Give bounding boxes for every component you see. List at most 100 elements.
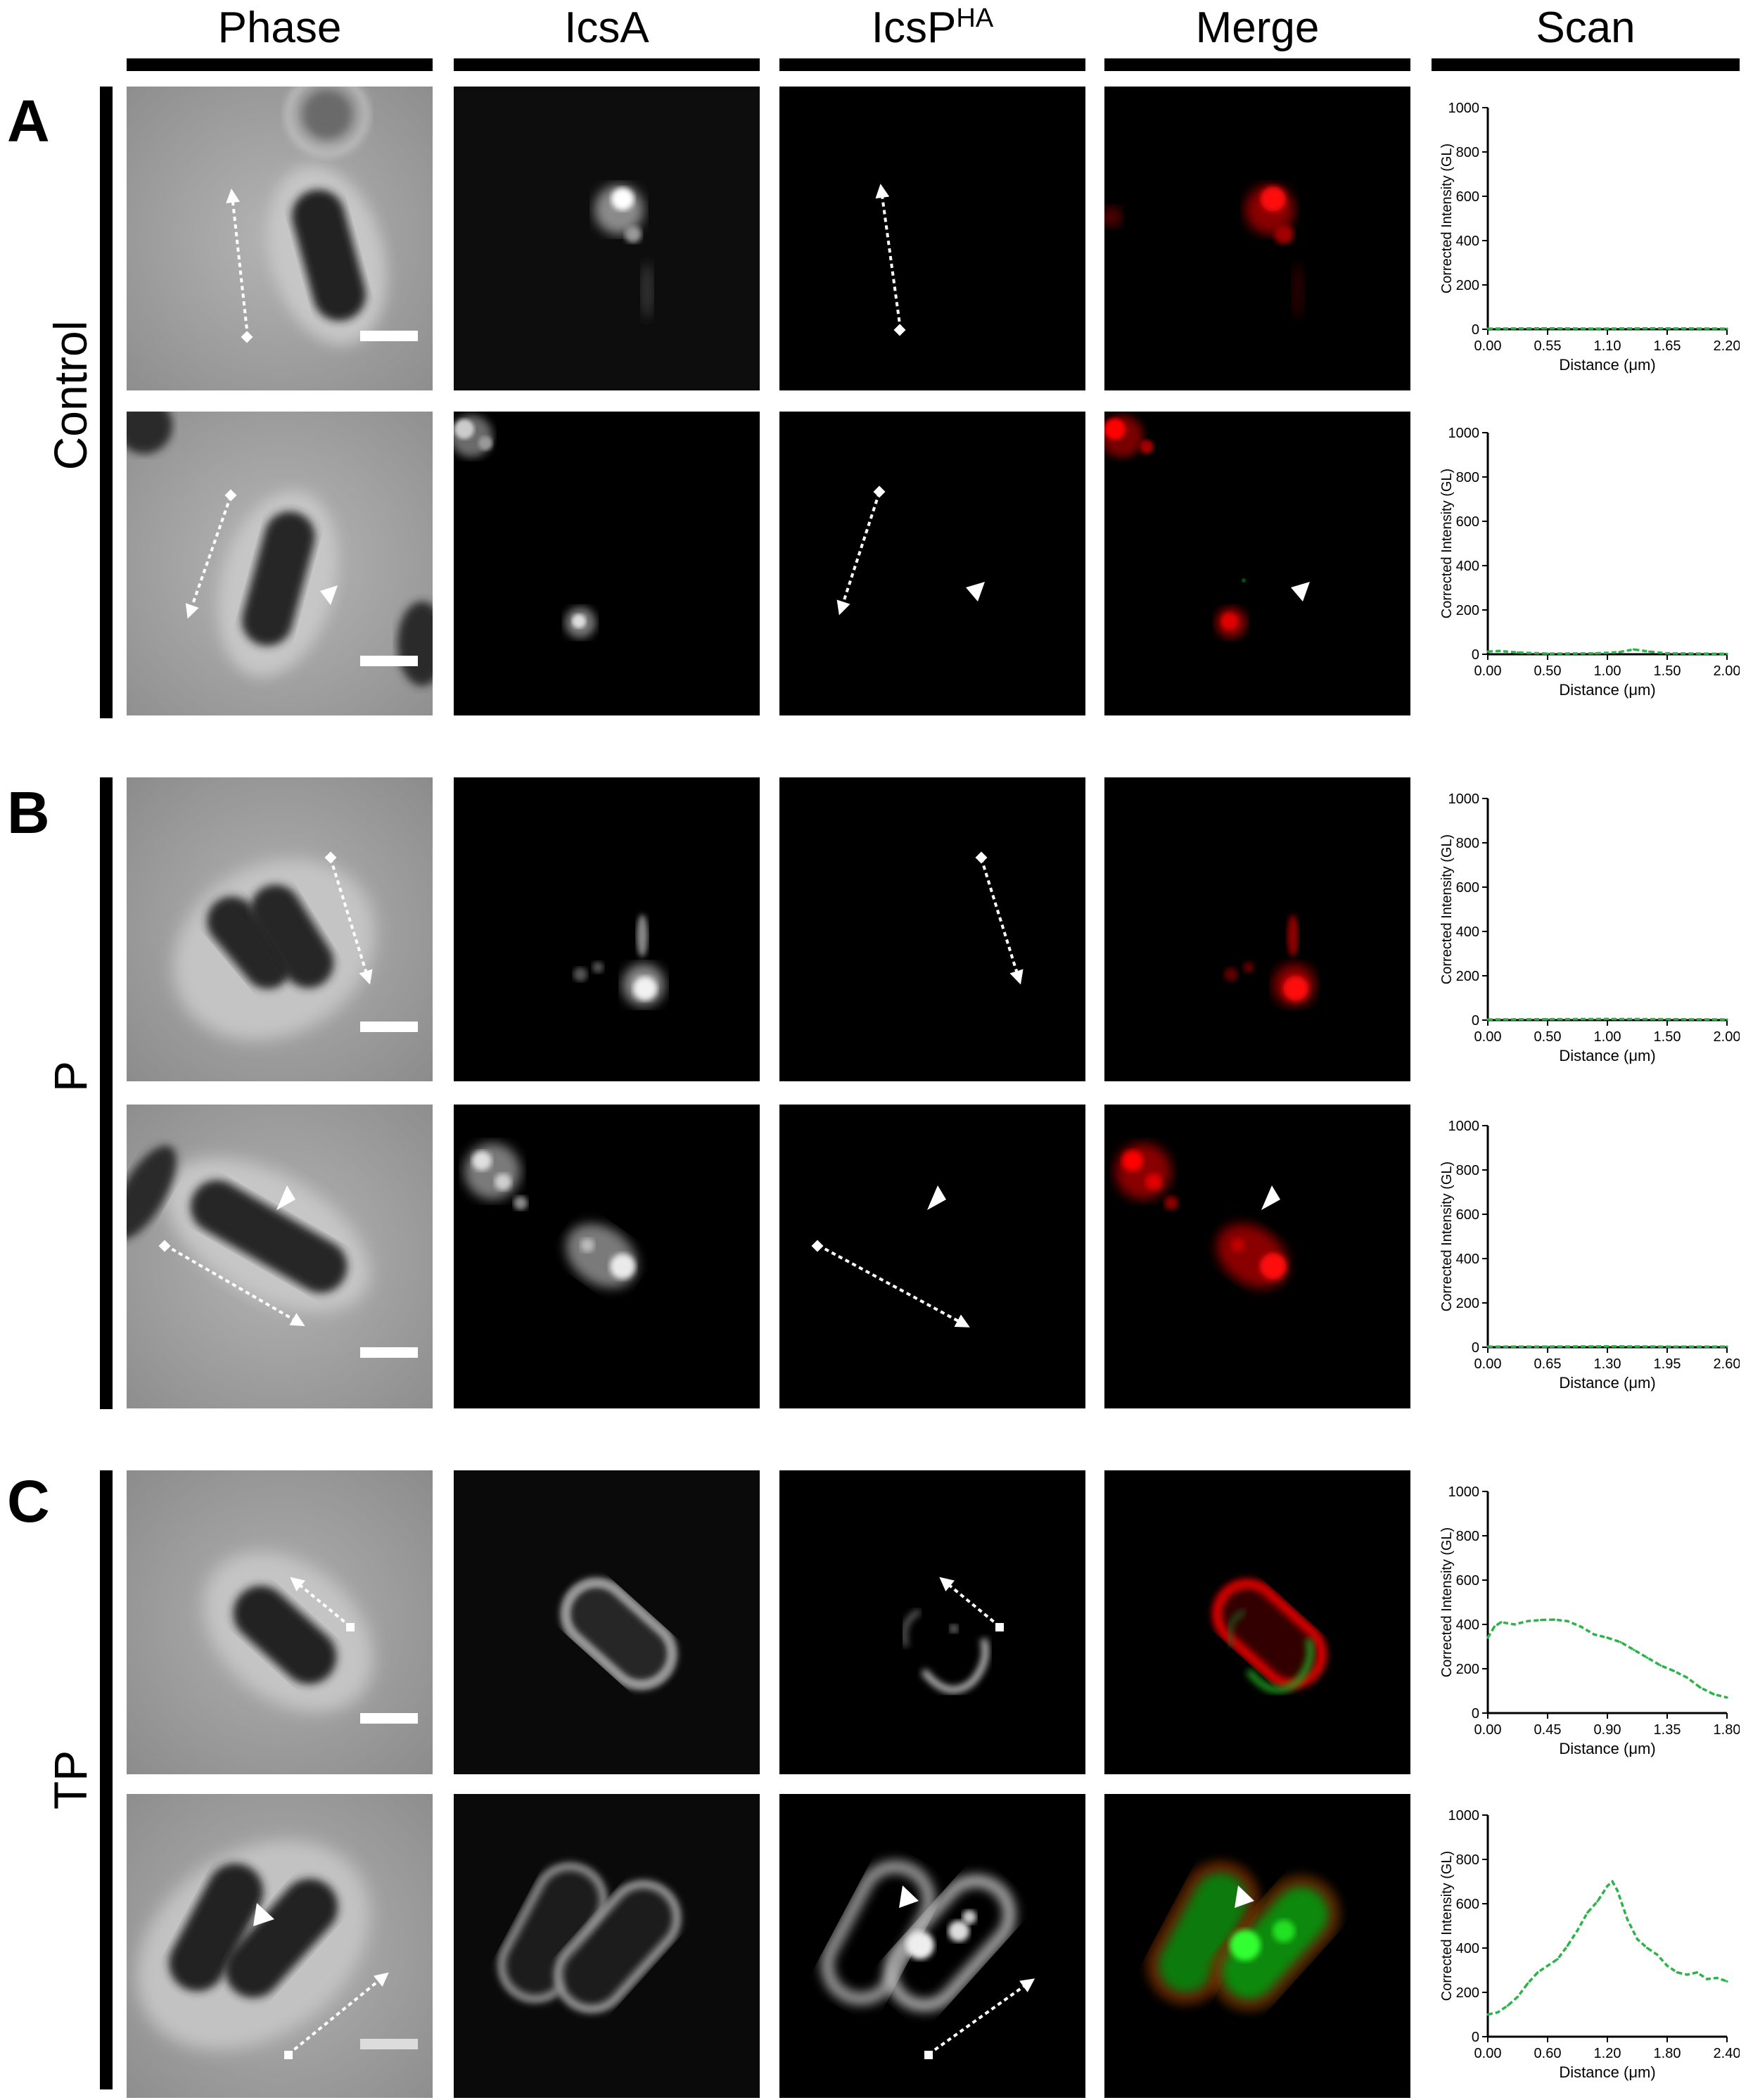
x-tick-label: 0.00 (1474, 338, 1502, 354)
column-header-scan: Scan (1536, 4, 1636, 52)
scan-chart-a2: 0 200 400 600 800 1000 0.00 0.50 1.00 1.50 2.00 Dis… (1432, 412, 1740, 715)
scan-data-point (1606, 1636, 1609, 1639)
y-tick-label: 1000 (1448, 1484, 1480, 1500)
scan-data-point (1541, 327, 1543, 330)
scan-data-point (1500, 1621, 1503, 1624)
scan-data-point (1712, 1693, 1715, 1695)
y-tick-label: 200 (1456, 278, 1479, 293)
scan-data-point (1726, 1980, 1728, 1983)
scan-data-point (1606, 1017, 1609, 1020)
x-tick-label: 0.60 (1534, 2046, 1562, 2061)
merge-image-b2 (1104, 1105, 1410, 1408)
scan-data-point (1596, 1900, 1599, 1903)
y-tick-label: 800 (1456, 1529, 1479, 1544)
scan-data-point (1611, 1880, 1614, 1883)
scan-data-point (1493, 1625, 1496, 1628)
scan-data-point (1536, 1971, 1539, 1974)
scan-data-point (1579, 1625, 1582, 1628)
scan-data-point (1646, 1656, 1649, 1659)
y-tick-label: 600 (1456, 1573, 1479, 1589)
scan-data-point (1593, 1633, 1595, 1636)
x-tick-label: 1.65 (1654, 338, 1681, 354)
panel-letter-a: A (7, 88, 50, 154)
y-tick-label: 400 (1456, 1617, 1479, 1633)
scan-data-point (1633, 1648, 1636, 1651)
scan-data-point (1486, 1345, 1489, 1348)
scan-data-point (1672, 1669, 1675, 1672)
scan-data-point (1626, 1918, 1628, 1921)
y-axis-label: Corrected Intensity (GL) (1439, 834, 1455, 984)
column-bar-icsa (454, 58, 760, 71)
x-axis-label: Distance (μm) (1559, 681, 1655, 699)
x-axis-label: Distance (μm) (1559, 1047, 1655, 1064)
column-header-phase: Phase (217, 4, 342, 52)
phase-image-b2 (127, 1105, 433, 1408)
icsp-image-a2 (779, 412, 1085, 715)
scan-data-point (1659, 1664, 1662, 1667)
y-axis-label: Corrected Intensity (GL) (1439, 144, 1455, 293)
scan-data-point (1526, 1619, 1529, 1622)
x-tick-label: 0.65 (1534, 1356, 1562, 1372)
scan-series-line (1487, 1879, 1728, 2016)
scan-data-point (1632, 648, 1635, 651)
scan-plot: 0 200 400 600 800 1000 0.00 0.65 1.30 1.95 2.60 Dis… (1439, 1119, 1740, 1392)
scan-data-point (1513, 1623, 1516, 1626)
scale-bar (360, 1713, 418, 1724)
scan-data-point (1666, 1964, 1669, 1967)
x-axis-label: Distance (μm) (1559, 356, 1655, 374)
scan-data-point (1685, 1973, 1688, 1976)
phase-image-a1 (127, 87, 433, 390)
scan-chart-b2: 0 200 400 600 800 1000 0.00 0.65 1.30 1.95 2.60 Dis… (1432, 1105, 1740, 1408)
scan-data-point (1486, 650, 1489, 653)
y-tick-label: 1000 (1448, 426, 1480, 441)
scan-data-point (1716, 1976, 1719, 1980)
icsp-label: IcsP (871, 4, 957, 52)
y-tick-label: 0 (1472, 1013, 1479, 1029)
scan-data-point (1576, 1929, 1579, 1932)
y-tick-label: 600 (1456, 514, 1479, 530)
scan-data-point (1498, 649, 1501, 652)
y-tick-label: 600 (1456, 880, 1479, 896)
panel-letter-c: C (7, 1468, 50, 1534)
scan-data-point (1676, 1971, 1678, 1974)
scan-data-point (1486, 2013, 1489, 2016)
x-tick-label: 0.45 (1534, 1722, 1562, 1738)
scan-data-point (1606, 1885, 1609, 1888)
x-tick-label: 0.00 (1474, 2046, 1502, 2061)
group-label-p: P (44, 1060, 96, 1093)
scan-data-point (1506, 2004, 1509, 2007)
scan-data-point (1619, 1641, 1622, 1643)
scan-data-point (1546, 1345, 1549, 1348)
x-tick-label: 2.00 (1714, 1029, 1740, 1045)
scale-bar (360, 656, 418, 666)
scan-data-point (1546, 1964, 1549, 1967)
scan-data-point (1726, 652, 1728, 655)
y-tick-label: 200 (1456, 1985, 1479, 2001)
y-tick-label: 800 (1456, 836, 1479, 851)
scan-data-point (1618, 651, 1621, 654)
scan-data-point (1706, 1978, 1709, 1980)
scan-data-point (1540, 1619, 1543, 1622)
scan-data-point (1526, 1982, 1529, 1985)
y-tick-label: 600 (1456, 1897, 1479, 1912)
y-tick-label: 1000 (1448, 791, 1480, 807)
scan-data-point (1699, 1686, 1702, 1689)
scan-data-point (1486, 327, 1489, 330)
scan-data-point (1666, 1345, 1669, 1348)
y-axis-label: Corrected Intensity (GL) (1439, 1851, 1455, 2001)
group-bar-control (100, 87, 113, 718)
y-tick-label: 600 (1456, 189, 1479, 205)
merge-image-b1 (1104, 777, 1410, 1081)
scan-data-point (1726, 1696, 1728, 1699)
scale-bar (360, 331, 418, 341)
merge-image-a1 (1104, 87, 1410, 390)
scan-data-point (1646, 1947, 1649, 1949)
y-tick-label: 800 (1456, 145, 1479, 160)
x-tick-label: 1.30 (1594, 1356, 1621, 1372)
scan-series-line (1486, 1618, 1728, 1699)
scan-chart-a1: 0 200 400 600 800 1000 0.00 0.55 1.10 1.65 2.20 Dis… (1432, 87, 1740, 390)
merge-image-c1 (1104, 1470, 1410, 1774)
y-tick-label: 0 (1472, 322, 1479, 338)
x-tick-label: 1.00 (1594, 663, 1621, 679)
icsa-image-b2 (454, 1105, 760, 1408)
